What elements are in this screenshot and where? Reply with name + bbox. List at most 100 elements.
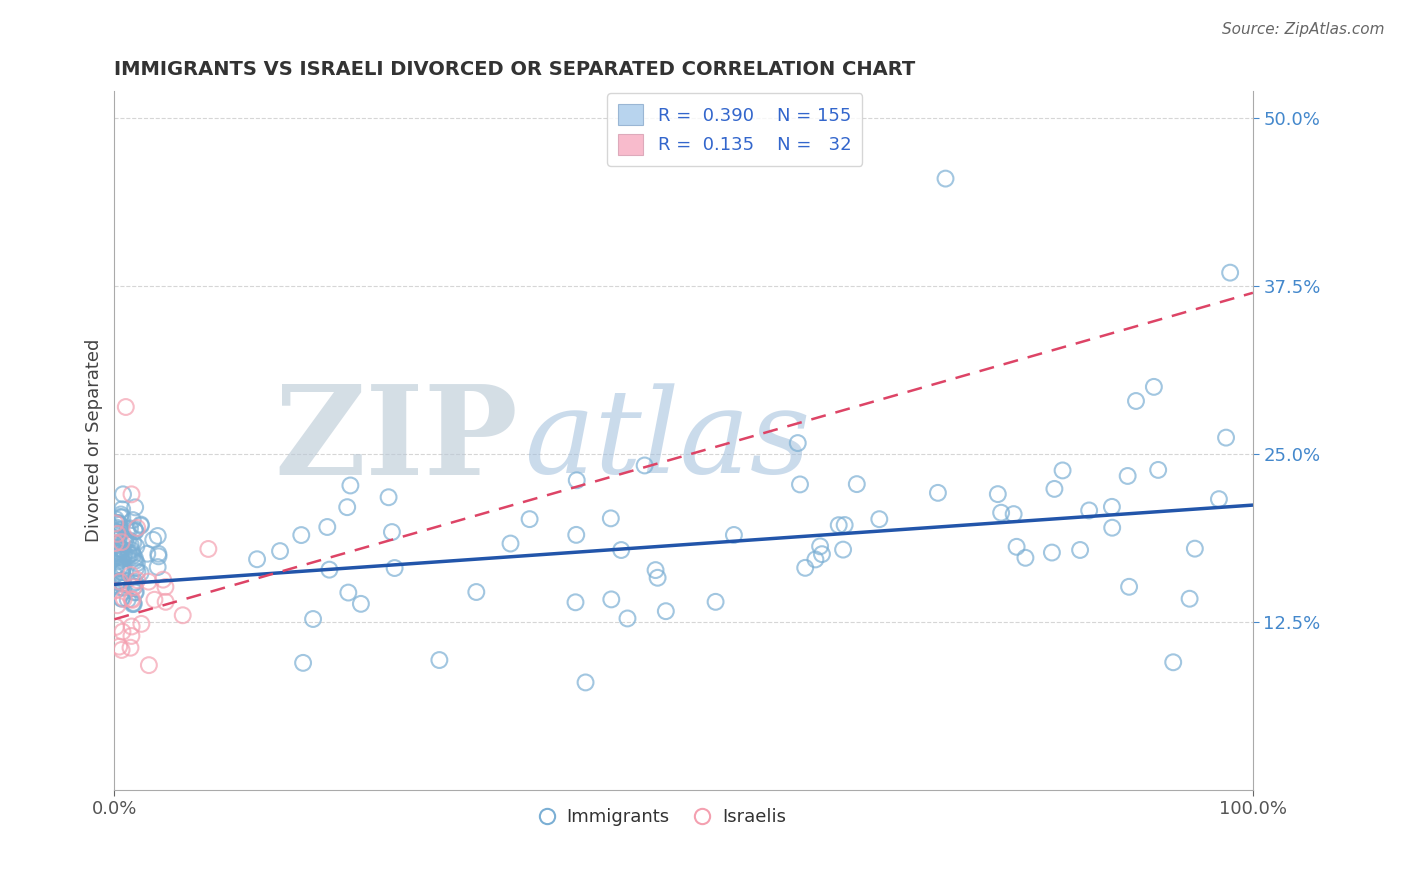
Point xyxy=(124,574,146,589)
Point xyxy=(107,529,129,543)
Point xyxy=(104,559,127,574)
Point xyxy=(427,653,450,667)
Point xyxy=(111,565,134,579)
Point xyxy=(1005,540,1028,554)
Point xyxy=(350,597,373,611)
Point xyxy=(934,171,956,186)
Point xyxy=(110,523,132,537)
Point xyxy=(117,533,139,547)
Point xyxy=(1002,507,1025,521)
Point xyxy=(811,547,834,561)
Point xyxy=(336,500,359,515)
Point xyxy=(110,541,132,556)
Point xyxy=(990,506,1012,520)
Point xyxy=(1147,463,1170,477)
Point xyxy=(121,597,143,611)
Point xyxy=(1101,500,1123,514)
Point xyxy=(110,574,132,589)
Point xyxy=(107,533,129,547)
Point xyxy=(104,568,127,582)
Point xyxy=(111,591,134,606)
Point xyxy=(152,573,174,587)
Point xyxy=(112,581,135,595)
Point xyxy=(125,585,148,599)
Point xyxy=(124,585,146,599)
Point xyxy=(142,533,165,547)
Point xyxy=(723,528,745,542)
Point xyxy=(465,585,488,599)
Point xyxy=(105,574,128,589)
Point xyxy=(105,559,128,574)
Point xyxy=(120,640,142,655)
Point xyxy=(574,675,596,690)
Point xyxy=(302,612,325,626)
Point xyxy=(1116,469,1139,483)
Point xyxy=(111,510,134,524)
Point xyxy=(1184,541,1206,556)
Point xyxy=(138,574,160,589)
Point xyxy=(120,592,142,607)
Point xyxy=(127,565,149,579)
Point xyxy=(107,554,129,568)
Point xyxy=(122,596,145,610)
Point xyxy=(122,580,145,594)
Point xyxy=(316,520,339,534)
Point xyxy=(1101,521,1123,535)
Point xyxy=(804,552,827,566)
Point xyxy=(112,551,135,566)
Point xyxy=(114,400,136,414)
Point xyxy=(377,490,399,504)
Point xyxy=(107,526,129,541)
Point xyxy=(105,620,128,634)
Point xyxy=(564,595,586,609)
Point xyxy=(633,458,655,473)
Point xyxy=(1118,580,1140,594)
Point xyxy=(107,527,129,541)
Point xyxy=(125,557,148,571)
Point xyxy=(599,511,621,525)
Point xyxy=(122,576,145,591)
Point xyxy=(110,510,132,524)
Point xyxy=(644,563,666,577)
Point xyxy=(125,540,148,554)
Point xyxy=(155,595,177,609)
Point xyxy=(129,566,152,580)
Point xyxy=(197,541,219,556)
Point xyxy=(246,552,269,566)
Point xyxy=(105,521,128,535)
Point xyxy=(616,611,638,625)
Point xyxy=(808,539,831,553)
Point xyxy=(172,608,194,623)
Point xyxy=(124,522,146,536)
Point xyxy=(121,592,143,607)
Point xyxy=(121,513,143,527)
Point xyxy=(1161,655,1184,669)
Point xyxy=(104,512,127,526)
Point xyxy=(136,547,159,561)
Point xyxy=(107,599,129,613)
Point xyxy=(120,568,142,582)
Point xyxy=(146,560,169,574)
Point xyxy=(704,595,727,609)
Point xyxy=(111,573,134,587)
Point xyxy=(117,592,139,607)
Point xyxy=(1125,394,1147,409)
Text: atlas: atlas xyxy=(524,384,811,498)
Point xyxy=(108,517,131,532)
Point xyxy=(129,518,152,533)
Point xyxy=(121,619,143,633)
Point xyxy=(110,552,132,566)
Point xyxy=(143,592,166,607)
Point xyxy=(107,547,129,561)
Point xyxy=(610,543,633,558)
Y-axis label: Divorced or Separated: Divorced or Separated xyxy=(86,339,103,542)
Point xyxy=(112,533,135,547)
Point xyxy=(104,546,127,560)
Point xyxy=(108,561,131,575)
Point xyxy=(111,487,134,501)
Point xyxy=(269,544,291,558)
Point xyxy=(124,500,146,515)
Point xyxy=(384,561,406,575)
Point xyxy=(122,597,145,611)
Point xyxy=(148,547,170,561)
